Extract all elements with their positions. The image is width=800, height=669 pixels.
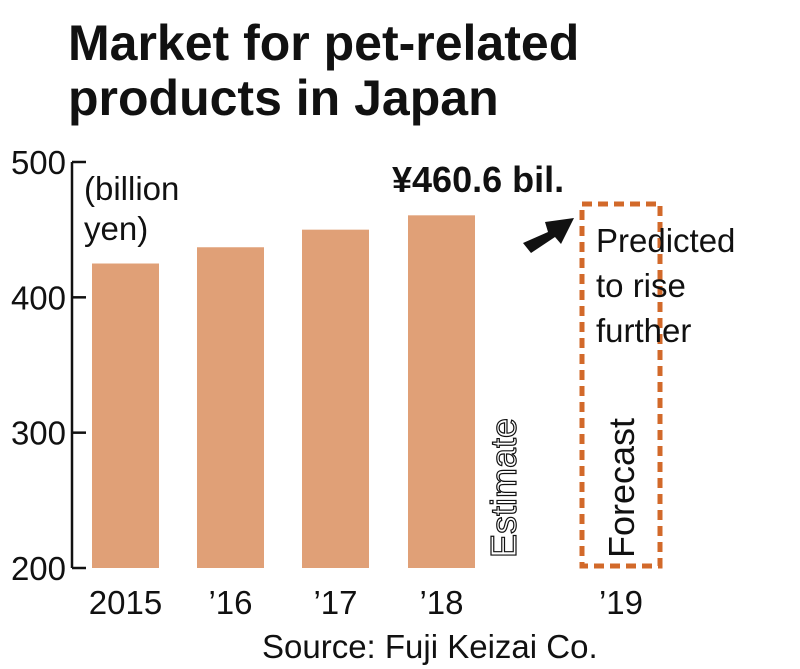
arrow-icon	[523, 218, 574, 253]
y-tick-label: 200	[11, 550, 66, 587]
source-note: Source: Fuji Keizai Co.	[262, 628, 598, 665]
y-unit-label-2: yen)	[84, 210, 148, 247]
y-tick-label: 500	[11, 144, 66, 181]
x-tick-label: 2015	[89, 584, 162, 621]
x-tick-label: ’19	[599, 584, 643, 621]
x-tick-label: ’17	[313, 584, 357, 621]
forecast-label: Forecast	[601, 418, 642, 558]
prediction-line-3: further	[596, 312, 691, 349]
bar-3	[408, 215, 475, 568]
y-tick-label: 400	[11, 279, 66, 316]
y-unit-label-1: (billion	[84, 170, 179, 207]
y-axis: 200 300 400 500	[11, 144, 86, 587]
x-tick-label: ’18	[419, 584, 463, 621]
bar-0	[92, 263, 159, 568]
estimate-label: Estimate	[483, 418, 524, 558]
bar-1	[197, 247, 264, 568]
x-tick-label: ’16	[208, 584, 252, 621]
y-tick-label: 300	[11, 415, 66, 452]
bar-2	[302, 229, 369, 568]
forecast-box	[579, 201, 663, 569]
chart-title-line-1: Market for pet-related	[68, 15, 579, 71]
prediction-line-1: Predicted	[596, 222, 735, 259]
prediction-line-2: to rise	[596, 267, 686, 304]
chart-title-line-2: products in Japan	[68, 70, 499, 126]
value-label-2018: ¥460.6 bil.	[392, 159, 564, 200]
